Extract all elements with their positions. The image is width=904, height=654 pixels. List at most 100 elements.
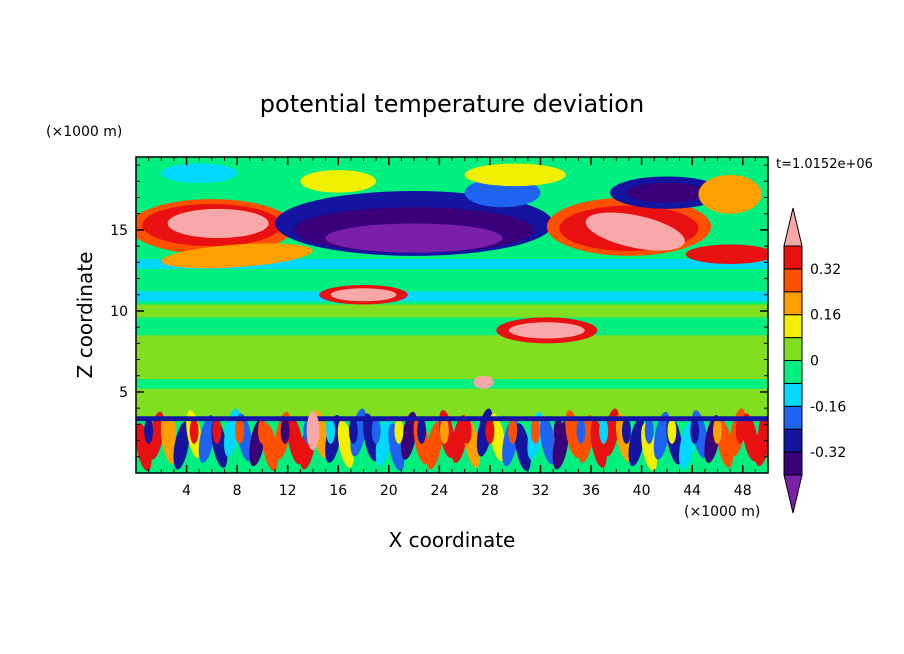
contour-blob: [326, 417, 336, 444]
colorbar-box: [783, 451, 803, 476]
contour-blob: [400, 411, 418, 460]
colorbar: 0.32 0.16 0 -0.16 -0.32: [783, 207, 846, 514]
contour-band: [136, 335, 768, 417]
contour-blob: [417, 417, 427, 444]
contour-band: [136, 268, 768, 289]
colorbar-box: [783, 337, 803, 362]
x-tick-label: 36: [582, 483, 600, 499]
contour-blob: [685, 244, 768, 264]
contour-blob: [485, 417, 495, 444]
x-tick-label: 20: [380, 483, 398, 499]
contour-blob: [394, 417, 404, 444]
contour-blob: [713, 417, 722, 444]
contour-band: [136, 416, 768, 422]
contour-blob: [426, 421, 443, 470]
contour-blob: [644, 417, 654, 444]
contour-blob: [144, 417, 154, 444]
x-tick-label: 40: [633, 483, 651, 499]
contour-blob: [348, 417, 358, 444]
y-axis: 5 10 15: [110, 164, 768, 458]
x-tick-label: 44: [683, 483, 701, 499]
contour-blob: [257, 417, 267, 444]
contour-blob: [161, 243, 313, 269]
contour-blob: [235, 417, 245, 444]
contour-blob: [585, 212, 685, 251]
x-tick-label: 12: [279, 483, 297, 499]
contour-blob: [622, 417, 631, 444]
contour-blob: [599, 417, 609, 444]
contour-blob: [287, 416, 304, 465]
plot-area: [136, 157, 768, 473]
contour-blob: [626, 182, 708, 203]
x-tick-label: 28: [481, 483, 499, 499]
x-tick-label: 8: [233, 483, 242, 499]
contour-blob: [306, 411, 320, 451]
contour-blob: [553, 417, 563, 444]
contour-blob: [173, 421, 190, 470]
colorbar-bottom-arrow: [783, 474, 803, 514]
contour-blob: [531, 417, 540, 444]
contour-blob: [565, 410, 582, 459]
contour-blob: [166, 417, 176, 444]
contour-band: [136, 291, 768, 302]
contour-blob: [628, 418, 645, 467]
colorbar-tick-label: -0.16: [810, 399, 846, 415]
colorbar-box: [783, 291, 803, 316]
contour-blob: [189, 417, 199, 444]
contour-blob: [462, 417, 472, 444]
x-tick-label: 4: [182, 483, 191, 499]
contour-blob: [167, 208, 269, 239]
contour-blob: [576, 417, 586, 444]
y-axis-label: Z coordinate: [73, 252, 97, 379]
contour-blob: [653, 411, 670, 460]
y-tick-label: 5: [119, 385, 128, 401]
contour-blob: [508, 417, 518, 444]
contour-blob: [439, 417, 449, 444]
colorbar-box: [783, 428, 803, 453]
contour-blob: [735, 417, 745, 444]
contour-blob: [212, 417, 222, 444]
contour-blob: [690, 417, 700, 444]
colorbar-top-arrow: [783, 207, 803, 247]
colorbar-tick-label: 0: [810, 354, 819, 370]
colorbar-tick-label: -0.32: [810, 445, 846, 461]
contour-band: [136, 379, 768, 389]
colorbar-box: [783, 382, 803, 407]
contour-blob: [161, 163, 238, 183]
contour-blob: [667, 417, 677, 444]
colorbar-box: [783, 245, 803, 270]
y-axis-unit: (×1000 m): [46, 124, 122, 140]
colorbar-tick-label: 0.16: [810, 308, 841, 324]
contour-blob: [540, 416, 557, 465]
contour-blob: [758, 417, 768, 444]
colorbar-box: [783, 360, 803, 384]
colorbar-box: [783, 405, 803, 430]
x-tick-label: 32: [532, 483, 550, 499]
contour-blob: [325, 223, 503, 253]
contour-blob: [280, 417, 290, 444]
contour-field: [136, 157, 768, 473]
y-tick-label: 10: [110, 304, 128, 320]
contour-blob: [198, 415, 215, 463]
contour-blob: [508, 322, 585, 339]
colorbar-tick-label: 0.32: [810, 262, 841, 278]
contour-blob: [698, 174, 762, 214]
colorbar-box: [783, 314, 803, 339]
x-axis-label: X coordinate: [389, 528, 516, 552]
chart-title: potential temperature deviation: [260, 90, 644, 118]
contour-blob: [514, 423, 531, 472]
contour-band: [136, 304, 768, 318]
contour-band: [136, 325, 768, 333]
contour-blob: [330, 288, 397, 302]
x-axis-unit: (×1000 m): [684, 504, 760, 520]
contour-blob: [742, 413, 759, 462]
contour-blob: [300, 169, 377, 193]
x-tick-label: 16: [329, 483, 347, 499]
x-axis: 4 8 12 16 20 24 28 32 36 40 44 48: [148, 157, 756, 499]
y-tick-label: 15: [110, 223, 128, 239]
time-label: t=1.0152e+06: [776, 157, 873, 172]
contour-blob: [464, 163, 566, 187]
colorbar-box: [783, 268, 803, 293]
contour-blob: [473, 375, 494, 389]
